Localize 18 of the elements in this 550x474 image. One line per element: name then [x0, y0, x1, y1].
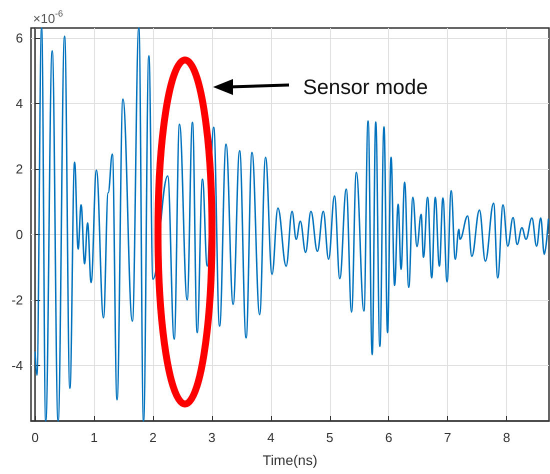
line-series: [34, 27, 550, 422]
x-axis-title: Time(ns): [262, 452, 318, 468]
x-tick-label: 8: [502, 430, 510, 445]
x-tick-label: 5: [326, 430, 334, 445]
x-tick-label: 3: [208, 430, 216, 445]
x-tick-label: 0: [32, 430, 39, 445]
annotation: Sensor mode: [303, 76, 428, 99]
y-tick-label: 6: [16, 30, 23, 46]
x-tick-label: 4: [267, 430, 274, 445]
y-tick-label: 4: [16, 96, 23, 111]
x-tick-label: 1: [90, 430, 98, 445]
x-tick-label: 7: [444, 430, 452, 445]
x-tick-label: 6: [385, 430, 392, 445]
y-tick-label: 2: [16, 161, 23, 176]
x-tick-label: 2: [149, 430, 157, 445]
y-tick-label: -2: [11, 292, 23, 308]
y-tick-label: 0: [16, 226, 23, 242]
y-tick-label: -4: [11, 358, 23, 373]
